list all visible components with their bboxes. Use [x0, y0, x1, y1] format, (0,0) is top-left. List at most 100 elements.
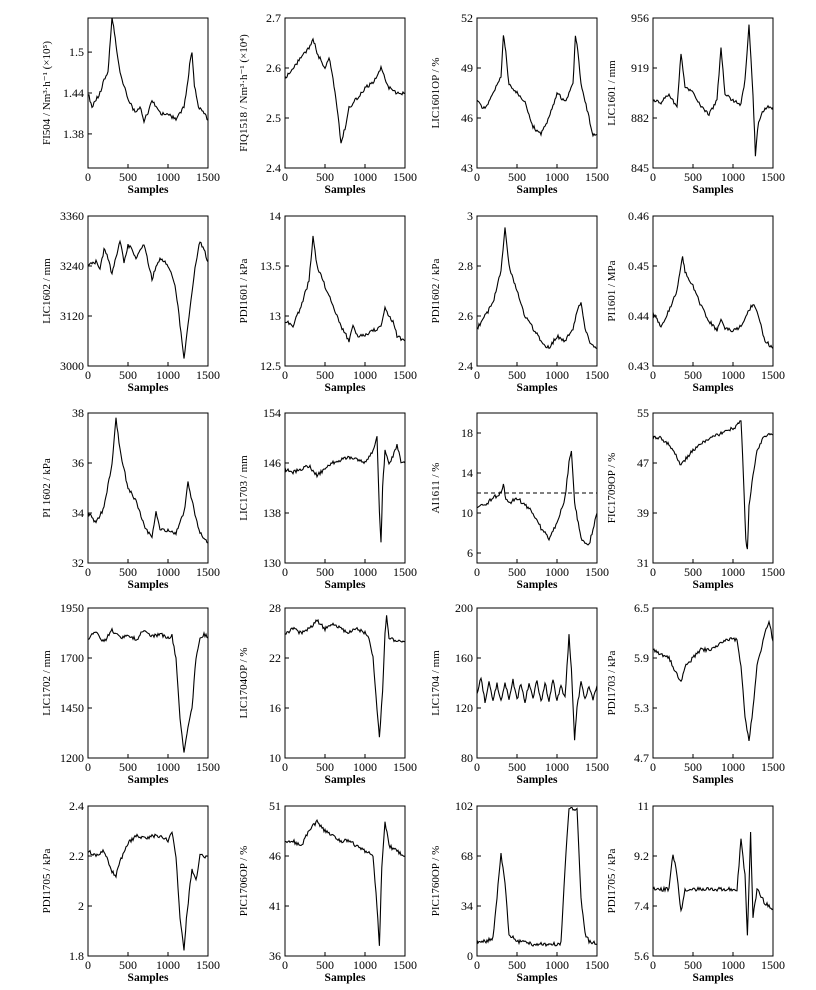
- y-axis-label: FIQ1518 / Nm³·h⁻¹ (×10⁴): [238, 34, 250, 152]
- x-tick-label: 0: [282, 760, 288, 774]
- x-tick-label: 0: [85, 368, 91, 382]
- y-tick-label: 0.46: [628, 209, 649, 223]
- x-tick-label: 500: [508, 170, 526, 184]
- series-line: [653, 24, 773, 157]
- y-tick-label: 16: [269, 701, 281, 715]
- y-axis-label: LIC1601OP / %: [430, 57, 442, 128]
- y-tick-label: 2.4: [458, 359, 473, 373]
- series-line: [285, 819, 405, 946]
- x-tick-label: 1500: [393, 368, 417, 382]
- x-tick-label: 0: [282, 368, 288, 382]
- y-tick-label: 138: [263, 506, 281, 520]
- y-tick-label: 47: [637, 456, 649, 470]
- y-tick-label: 13: [269, 309, 281, 323]
- y-tick-label: 5.3: [634, 701, 649, 715]
- y-axis-label: PIC1706OP / %: [238, 846, 250, 917]
- y-tick-label: 14: [461, 466, 473, 480]
- x-tick-label: 1000: [545, 170, 569, 184]
- chart-panel: 0 500 1000 1500 0 34 68 102 Samples PIC1760OP / %: [430, 799, 609, 984]
- y-axis-label: PIC1760OP / %: [430, 846, 442, 917]
- x-tick-label: 1500: [761, 565, 785, 579]
- y-tick-label: 38: [72, 406, 84, 420]
- x-axis-label: Samples: [693, 579, 734, 591]
- x-tick-label: 1500: [196, 565, 220, 579]
- y-axis-label: LIC1704 / mm: [430, 650, 442, 716]
- y-tick-label: 18: [461, 426, 473, 440]
- plot-frame: [87, 17, 209, 169]
- x-tick-label: 500: [684, 760, 702, 774]
- x-tick-label: 1500: [196, 170, 220, 184]
- y-tick-label: 160: [455, 651, 473, 665]
- chart-panel: 0 500 1000 1500 2.4 2.5 2.6 2.7 Samples FIQ1518 /…: [238, 11, 417, 196]
- x-axis-label: Samples: [693, 774, 734, 786]
- y-tick-label: 49: [461, 61, 473, 75]
- x-tick-label: 0: [474, 958, 480, 972]
- y-axis-label: PDI1602 / kPa: [430, 258, 442, 323]
- y-tick-label: 5.6: [634, 949, 649, 963]
- y-axis-label: LIC1702 / mm: [41, 650, 53, 716]
- series-line: [653, 619, 773, 741]
- plot-frame: [652, 805, 774, 957]
- x-tick-label: 1500: [761, 760, 785, 774]
- x-tick-label: 0: [474, 368, 480, 382]
- x-tick-label: 1500: [196, 958, 220, 972]
- y-axis-label: AI1611 / %: [430, 463, 442, 514]
- y-tick-label: 52: [461, 11, 473, 25]
- x-tick-label: 1000: [156, 368, 180, 382]
- x-tick-label: 500: [508, 565, 526, 579]
- y-tick-label: 1.5: [69, 45, 84, 59]
- x-tick-label: 1500: [393, 958, 417, 972]
- x-tick-label: 1500: [196, 760, 220, 774]
- chart-panel: 0 500 1000 1500 1.38 1.44 1.5 Samples FI504 / Nm…: [41, 17, 220, 196]
- y-tick-label: 2.5: [266, 111, 281, 125]
- plot-frame: [476, 607, 598, 759]
- x-tick-label: 1000: [721, 368, 745, 382]
- series-line: [285, 235, 405, 343]
- x-axis-label: Samples: [325, 184, 366, 196]
- y-tick-label: 80: [461, 751, 473, 765]
- plot-frame: [652, 17, 774, 169]
- y-tick-label: 3: [467, 209, 473, 223]
- x-tick-label: 500: [316, 170, 334, 184]
- y-tick-label: 68: [461, 849, 473, 863]
- y-tick-label: 36: [269, 949, 281, 963]
- x-tick-label: 500: [119, 170, 137, 184]
- plot-frame: [652, 412, 774, 564]
- x-tick-label: 1000: [545, 565, 569, 579]
- x-tick-label: 0: [85, 170, 91, 184]
- y-tick-label: 130: [263, 556, 281, 570]
- y-tick-label: 3120: [60, 309, 84, 323]
- series-line: [477, 450, 597, 546]
- chart-panel: 0 500 1000 1500 3000 3120 3240 3360 Samples LIC16…: [41, 209, 220, 394]
- y-tick-label: 2: [78, 899, 84, 913]
- x-tick-label: 1500: [393, 170, 417, 184]
- x-tick-label: 1000: [721, 170, 745, 184]
- plot-frame: [652, 607, 774, 759]
- y-axis-label: PI 1602 / kPa: [41, 458, 53, 518]
- x-tick-label: 1000: [156, 760, 180, 774]
- chart-panel: 0 500 1000 1500 80 120 160 200 Samples LIC1704 / …: [430, 601, 609, 786]
- series-line: [477, 634, 597, 741]
- x-tick-label: 0: [282, 565, 288, 579]
- series-line: [88, 830, 208, 951]
- x-tick-label: 1000: [721, 958, 745, 972]
- y-tick-label: 14: [269, 209, 281, 223]
- x-tick-label: 0: [650, 170, 656, 184]
- x-tick-label: 0: [650, 368, 656, 382]
- x-tick-label: 1000: [353, 760, 377, 774]
- x-tick-label: 0: [650, 565, 656, 579]
- y-tick-label: 102: [455, 799, 473, 813]
- x-tick-label: 0: [650, 760, 656, 774]
- y-tick-label: 1950: [60, 601, 84, 615]
- y-tick-label: 0: [467, 949, 473, 963]
- y-axis-label: PDI1601 / kPa: [238, 258, 250, 323]
- x-tick-label: 500: [684, 170, 702, 184]
- series-line: [285, 615, 405, 738]
- x-axis-label: Samples: [517, 184, 558, 196]
- y-axis-label: LIC1601 / mm: [606, 60, 618, 126]
- x-tick-label: 1500: [585, 760, 609, 774]
- x-tick-label: 500: [119, 565, 137, 579]
- x-axis-label: Samples: [517, 382, 558, 394]
- series-line: [653, 420, 773, 550]
- y-tick-label: 956: [631, 11, 649, 25]
